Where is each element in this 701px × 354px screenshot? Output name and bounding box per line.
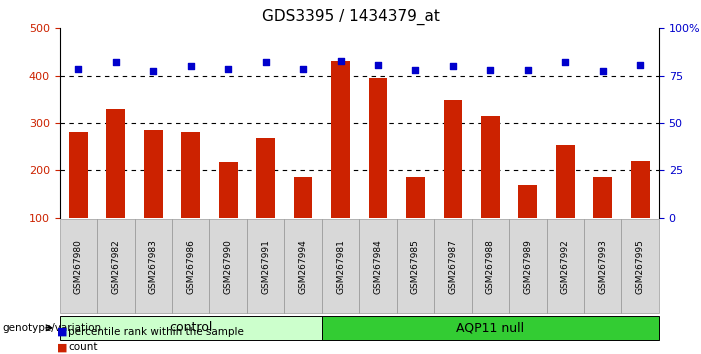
Point: [485, 67, 496, 72]
Point: [559, 59, 571, 65]
Bar: [144, 130, 163, 218]
Point: [410, 67, 421, 73]
Text: GSM267988: GSM267988: [486, 239, 495, 294]
Bar: [406, 177, 425, 218]
Text: control: control: [169, 321, 212, 334]
Bar: [556, 145, 575, 218]
Text: genotype/variation: genotype/variation: [2, 323, 101, 333]
Bar: [631, 161, 650, 218]
Point: [522, 67, 533, 73]
Text: GSM267989: GSM267989: [524, 239, 532, 294]
Bar: [444, 100, 462, 218]
Point: [597, 68, 608, 74]
Text: GSM267990: GSM267990: [224, 239, 233, 294]
Text: percentile rank within the sample: percentile rank within the sample: [68, 327, 244, 337]
Text: GSM267984: GSM267984: [374, 239, 383, 294]
Bar: [257, 138, 275, 218]
Text: GSM267987: GSM267987: [449, 239, 458, 294]
Point: [110, 59, 121, 65]
Bar: [219, 162, 238, 218]
Bar: [69, 132, 88, 218]
Point: [148, 68, 159, 74]
Bar: [182, 132, 200, 218]
Text: GDS3395 / 1434379_at: GDS3395 / 1434379_at: [261, 9, 440, 25]
Text: GSM267982: GSM267982: [111, 239, 121, 294]
Text: GSM267994: GSM267994: [299, 239, 308, 294]
Text: GSM267983: GSM267983: [149, 239, 158, 294]
Point: [447, 63, 458, 69]
Text: AQP11 null: AQP11 null: [456, 321, 524, 334]
Bar: [519, 184, 537, 218]
Text: ■: ■: [57, 327, 68, 337]
Text: GSM267992: GSM267992: [561, 239, 570, 294]
Text: GSM267991: GSM267991: [261, 239, 270, 294]
Point: [73, 66, 84, 72]
Text: GSM267980: GSM267980: [74, 239, 83, 294]
Point: [335, 58, 346, 63]
Point: [185, 63, 196, 69]
Point: [222, 66, 233, 72]
Point: [634, 62, 646, 68]
Text: GSM267995: GSM267995: [636, 239, 645, 294]
Text: ■: ■: [57, 342, 68, 352]
Bar: [107, 109, 125, 218]
Bar: [331, 62, 350, 218]
Point: [372, 62, 383, 68]
Text: GSM267993: GSM267993: [598, 239, 607, 294]
Bar: [369, 78, 388, 218]
Text: GSM267981: GSM267981: [336, 239, 345, 294]
Text: GSM267985: GSM267985: [411, 239, 420, 294]
Text: count: count: [68, 342, 97, 352]
Text: GSM267986: GSM267986: [186, 239, 195, 294]
Point: [260, 59, 271, 65]
Point: [297, 66, 308, 72]
Bar: [481, 116, 500, 218]
Bar: [294, 177, 313, 218]
Bar: [593, 177, 612, 218]
